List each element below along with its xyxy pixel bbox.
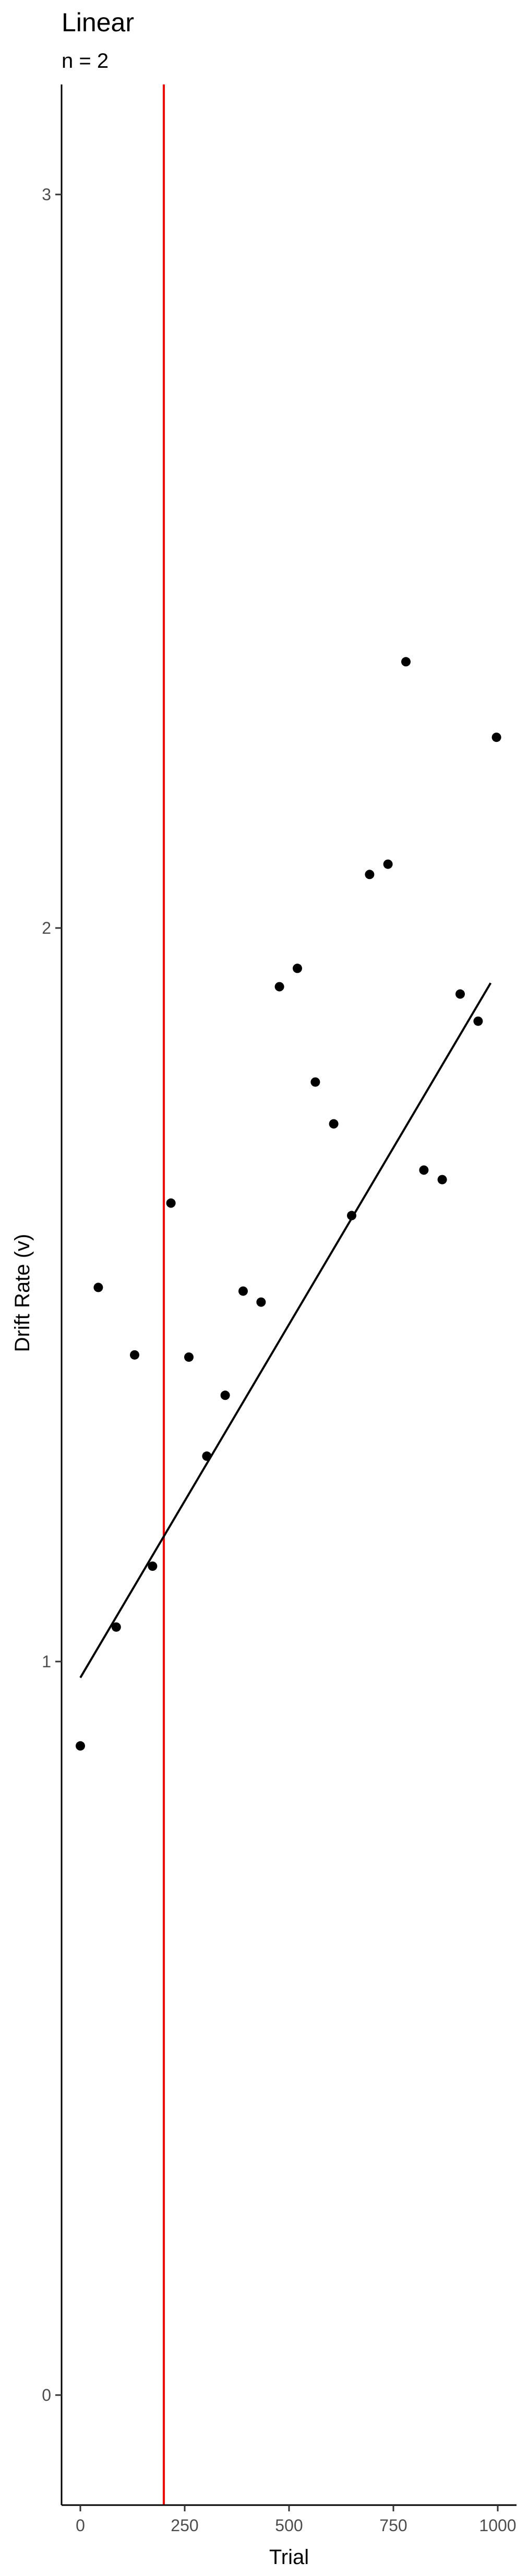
- y-axis-title: Drift Rate (v): [11, 1234, 34, 1352]
- data-point: [130, 1350, 139, 1360]
- data-point: [419, 1165, 429, 1175]
- data-point: [238, 1286, 248, 1296]
- chart-title: Linear: [62, 8, 134, 37]
- y-tick-label: 0: [42, 2386, 51, 2404]
- x-tick-label: 250: [171, 2516, 198, 2535]
- data-point: [111, 1622, 121, 1632]
- chart-subtitle: n = 2: [62, 50, 109, 72]
- data-point: [437, 1175, 447, 1185]
- data-point: [202, 1451, 212, 1461]
- fit-line: [79, 982, 492, 1678]
- x-tick-label: 1000: [479, 2516, 516, 2535]
- plot-area: 0 1 2 3 0 250 500 750 1000: [42, 84, 517, 2535]
- data-point: [310, 1077, 320, 1087]
- data-point: [184, 1352, 194, 1362]
- data-point: [256, 1297, 266, 1307]
- data-point: [383, 859, 393, 869]
- data-point: [491, 732, 501, 742]
- data-point: [166, 1198, 176, 1208]
- y-tick-label: 3: [42, 185, 51, 204]
- data-point: [76, 1741, 85, 1751]
- x-tick-label: 500: [275, 2516, 303, 2535]
- data-point: [293, 963, 302, 973]
- data-point: [347, 1211, 356, 1220]
- x-tick-label: 0: [76, 2516, 85, 2535]
- y-tick-label: 2: [42, 919, 51, 937]
- data-point: [473, 1016, 483, 1026]
- data-point: [365, 870, 375, 880]
- data-point: [220, 1390, 230, 1400]
- y-tick-label: 1: [42, 1652, 51, 1671]
- x-axis-title: Trial: [269, 2546, 309, 2569]
- data-point: [93, 1283, 103, 1292]
- data-point: [148, 1561, 158, 1571]
- data-point: [401, 657, 411, 667]
- data-point: [455, 989, 465, 999]
- x-tick-label: 750: [379, 2516, 407, 2535]
- data-point: [329, 1119, 339, 1129]
- data-point: [274, 982, 284, 992]
